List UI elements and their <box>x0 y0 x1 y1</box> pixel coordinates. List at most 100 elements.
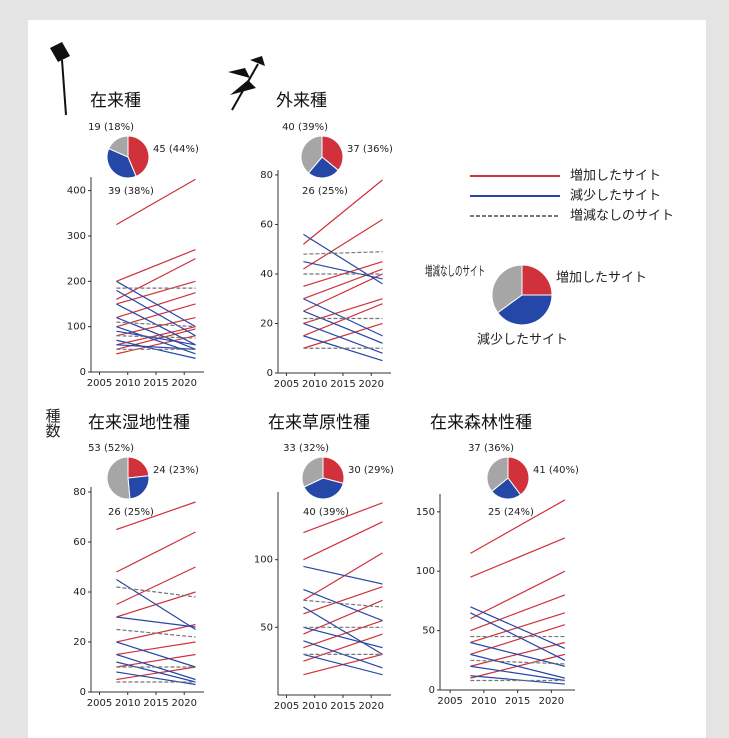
pie-slice <box>303 477 344 500</box>
x-tick-label: 2015 <box>505 696 530 707</box>
y-tick-label: 300 <box>67 231 86 242</box>
y-tick-label: 50 <box>422 626 435 637</box>
y-tick-label: 40 <box>73 587 86 598</box>
pie-label: 26 (25%) <box>302 186 348 197</box>
x-tick-label: 2015 <box>330 701 355 712</box>
site-line <box>116 335 196 355</box>
pie-label: 30 (29%) <box>348 465 394 476</box>
y-tick-label: 100 <box>416 566 435 577</box>
pie-slice <box>127 135 150 178</box>
y-tick-label: 80 <box>73 487 86 498</box>
site-line <box>116 330 196 346</box>
panel-title: 在来種 <box>90 91 141 111</box>
pie-slice <box>106 147 137 179</box>
legend-label: 増加したサイト <box>570 169 661 184</box>
site-line <box>116 671 196 686</box>
pie-label: 24 (23%) <box>153 465 199 476</box>
y-tick-label: 100 <box>254 555 273 566</box>
site-line <box>116 321 196 328</box>
pie-label: 26 (25%) <box>108 507 154 518</box>
site-line <box>116 616 196 628</box>
legend-label: 増減なしのサイト <box>570 208 674 224</box>
pie-label: 37 (36%) <box>468 443 514 454</box>
pie-label: 41 (40%) <box>533 465 579 476</box>
site-line <box>303 552 383 601</box>
site-line <box>303 521 383 561</box>
site-line <box>116 280 196 328</box>
site-line <box>116 628 196 638</box>
site-line <box>116 531 196 573</box>
x-tick-label: 2005 <box>274 701 299 712</box>
x-tick-label: 2020 <box>358 701 383 712</box>
site-line <box>303 599 383 608</box>
site-line <box>116 326 196 355</box>
y-tick-label: 60 <box>73 537 86 548</box>
site-line <box>116 641 196 668</box>
x-tick-label: 2010 <box>302 701 327 712</box>
site-line <box>303 588 383 622</box>
y-tick-label: 400 <box>67 186 86 197</box>
pie-label: 19 (18%) <box>88 122 134 133</box>
site-line <box>303 619 383 649</box>
y-tick-label: 200 <box>67 276 86 287</box>
site-line <box>470 653 566 679</box>
site-line <box>116 578 196 631</box>
y-tick-label: 100 <box>67 322 86 333</box>
site-line <box>116 501 196 531</box>
x-tick-label: 2010 <box>115 378 140 389</box>
site-line <box>303 251 383 255</box>
panel <box>28 20 706 738</box>
x-tick-label: 2020 <box>539 696 564 707</box>
site-line <box>470 537 566 578</box>
site-line <box>303 633 383 662</box>
site-line <box>303 322 383 354</box>
site-line <box>470 641 566 667</box>
pie-slice <box>322 456 345 484</box>
site-line <box>303 219 383 270</box>
site-line <box>303 303 383 337</box>
site-line <box>116 326 196 346</box>
site-line <box>303 322 383 349</box>
plant-icon <box>50 42 265 116</box>
panel-title: 在来湿地性種 <box>88 413 190 433</box>
y-tick-label: 20 <box>260 318 273 329</box>
pie-slice <box>507 456 530 496</box>
pie-slice <box>491 264 523 314</box>
site-line <box>470 624 566 655</box>
y-tick-label: 0 <box>267 368 273 379</box>
y-axis-label: 種数 <box>44 408 62 438</box>
y-tick-label: 0 <box>429 685 435 696</box>
site-line <box>116 344 196 350</box>
site-line <box>116 641 196 656</box>
panel-title: 在来草原性種 <box>268 413 370 433</box>
x-tick-label: 2015 <box>143 698 168 709</box>
y-tick-label: 150 <box>416 507 435 518</box>
x-tick-label: 2015 <box>330 379 355 390</box>
site-line <box>470 612 566 661</box>
pie-slice <box>127 456 150 479</box>
y-tick-label: 80 <box>260 170 273 181</box>
pie-slice <box>301 456 324 488</box>
site-line <box>303 298 383 325</box>
x-tick-label: 2005 <box>87 698 112 709</box>
x-tick-label: 2005 <box>437 696 462 707</box>
pie-label: 40 (39%) <box>282 122 328 133</box>
x-tick-label: 2015 <box>143 378 168 389</box>
pie-label: 53 (52%) <box>88 443 134 454</box>
site-line <box>303 606 383 655</box>
y-tick-label: 0 <box>80 687 86 698</box>
site-line <box>116 316 196 337</box>
y-tick-label: 50 <box>260 622 273 633</box>
site-line <box>303 626 383 649</box>
pie-label: 33 (32%) <box>283 443 329 454</box>
site-line <box>470 675 565 685</box>
site-line <box>470 594 566 632</box>
site-line <box>116 258 196 300</box>
site-line <box>303 565 383 585</box>
site-line <box>303 502 383 534</box>
site-line <box>470 570 566 620</box>
panel-title: 外来種 <box>276 91 327 111</box>
site-line <box>116 249 196 282</box>
x-tick-label: 2005 <box>87 378 112 389</box>
site-line <box>470 665 565 682</box>
